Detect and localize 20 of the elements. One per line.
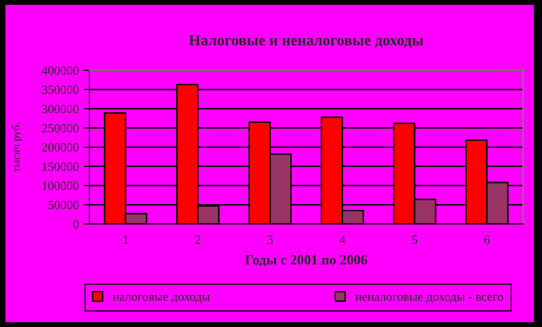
y-tick-label: 150000 bbox=[42, 162, 79, 171]
y-tick-label: 200000 bbox=[42, 143, 79, 152]
y-tick-label: 0 bbox=[73, 220, 79, 228]
x-axis-title: Годы с 2001 по 2006 bbox=[245, 255, 368, 267]
y-tick-label: 350000 bbox=[42, 86, 79, 94]
y-tick-label: 50000 bbox=[48, 200, 79, 210]
y-axis-title: тысяч руб. bbox=[12, 122, 22, 172]
y-tick-label: 300000 bbox=[42, 104, 79, 114]
y-tick-label: 100000 bbox=[42, 182, 79, 190]
chart-title: Налоговые и неналоговые доходы bbox=[189, 35, 424, 48]
y-tick-label: 400000 bbox=[42, 66, 79, 75]
x-tick-label: 3 bbox=[268, 236, 273, 244]
y-tick-label: 250000 bbox=[42, 124, 79, 132]
x-tick-label: 1 bbox=[124, 236, 128, 244]
legend-label: неналоговые доходы - всего bbox=[355, 294, 504, 304]
x-tick-label: 4 bbox=[339, 236, 346, 244]
x-tick-label: 6 bbox=[484, 236, 490, 244]
x-tick-label: 2 bbox=[195, 236, 200, 244]
x-tick-label: 5 bbox=[412, 236, 418, 244]
legend-label: налоговые доходы bbox=[112, 294, 210, 304]
